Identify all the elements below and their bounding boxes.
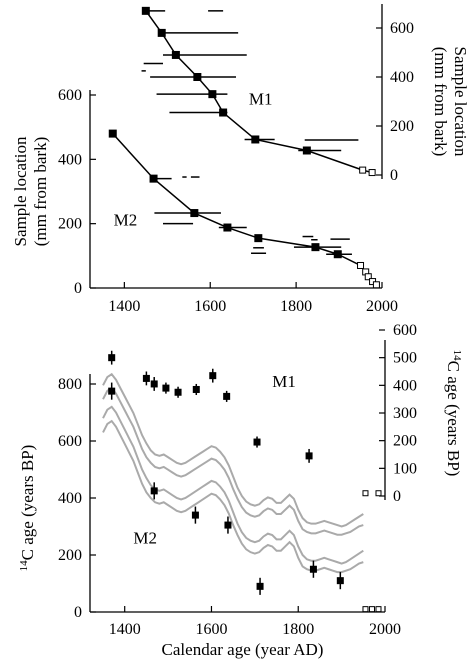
top-point-m1: [302, 146, 311, 155]
bottom-right-tick-label: 400: [393, 377, 417, 394]
top-point-m2: [223, 223, 232, 232]
bottom-point-m1: [305, 452, 313, 460]
top-right-tick-label: 200: [390, 118, 414, 135]
top-point-m1: [251, 135, 260, 144]
bottom-right-tick-label: 300: [393, 405, 417, 422]
top-left-tick-label: 400: [58, 151, 82, 168]
bottom-right-axis-label-text: C age (years BP): [444, 361, 463, 477]
calibration-curve-upper-m2: [102, 405, 364, 565]
top-panel: 0 200 400 600 0 200 400 600 1400 1600 1800 2000 Samp…: [11, 4, 470, 315]
bottom-right-tick-label: 500: [393, 350, 417, 367]
top-line-m1: [145, 10, 373, 174]
bottom-x-tick-label: 1400: [109, 621, 141, 638]
bottom-annotation-m2: M2: [133, 529, 157, 548]
top-point-m2: [254, 234, 263, 243]
top-point-m2: [372, 281, 380, 289]
top-point-m2: [190, 209, 199, 218]
top-right-axis-label-line1: Sample location: [451, 46, 470, 157]
top-annotation-m1: M1: [249, 90, 273, 109]
bottom-point-m2: [368, 606, 375, 613]
top-right-axis-label-line2: (mm from bark): [431, 47, 450, 157]
bottom-right-tick-label: 100: [393, 460, 417, 477]
bottom-x-tick-label: 2000: [369, 621, 401, 638]
bottom-point-m1: [142, 374, 150, 382]
calibration-curve-lower-m1: [102, 386, 364, 536]
top-x-tick-label: 2000: [366, 298, 398, 315]
top-point-m1: [368, 169, 376, 177]
top-left-axis-label: Sample location(mm from bark): [11, 136, 50, 247]
top-left-axis-label-line1: Sample location: [11, 136, 30, 247]
bottom-point-m1: [253, 438, 261, 446]
top-point-m2: [149, 174, 158, 183]
bottom-point-m1: [108, 354, 116, 362]
bottom-left-tick-label: 800: [58, 376, 82, 393]
top-x-tick-label: 1400: [108, 298, 140, 315]
bottom-right-axis-label: 14C age (years BP): [444, 350, 463, 477]
bottom-left-axis-label-superscript: 14: [18, 560, 30, 572]
bottom-point-m1: [174, 388, 182, 396]
top-point-m1: [171, 50, 180, 59]
top-point-m1: [157, 28, 166, 37]
top-right-axis-label: Sample location(mm from bark): [431, 46, 470, 157]
bottom-point-m2: [191, 511, 199, 519]
bottom-point-m2: [362, 606, 369, 613]
bottom-point-m2: [224, 521, 232, 529]
top-right-tick-label: 400: [390, 69, 414, 86]
top-x-tick-label: 1800: [280, 298, 312, 315]
top-x-tick-label: 1600: [194, 298, 226, 315]
bottom-point-m1: [162, 384, 170, 392]
top-left-tick-label: 600: [58, 87, 82, 104]
bottom-left-tick-label: 600: [58, 433, 82, 450]
top-point-m1: [359, 166, 367, 174]
top-annotation-m2: M2: [114, 210, 138, 229]
top-point-m2: [357, 261, 365, 269]
bottom-point-m1: [362, 490, 369, 497]
bottom-point-m1: [192, 385, 200, 393]
bottom-right-tick-label: 200: [393, 433, 417, 450]
top-point-m2: [311, 243, 320, 252]
bottom-point-m2: [256, 582, 264, 590]
top-point-m2: [108, 129, 117, 138]
calibration-curve-upper-m1: [102, 372, 364, 528]
top-point-m1: [219, 108, 228, 117]
bottom-point-m1: [209, 372, 217, 380]
bottom-point-m2: [375, 606, 382, 613]
bottom-point-m2: [108, 387, 116, 395]
top-left-axis-label-line2: (mm from bark): [31, 137, 50, 247]
top-left-tick-label: 200: [58, 216, 82, 233]
bottom-left-axis-label: 14C age (years BP): [18, 445, 37, 572]
top-point-m2: [364, 273, 372, 281]
bottom-point-m1: [375, 490, 382, 497]
bottom-point-m2: [336, 577, 344, 585]
bottom-point-m1: [223, 392, 231, 400]
bottom-point-m2: [309, 565, 317, 573]
top-point-m2: [333, 250, 342, 259]
top-point-m1: [208, 90, 217, 99]
bottom-point-m2: [150, 487, 158, 495]
bottom-right-tick-label: 0: [393, 488, 401, 505]
top-line-m2: [112, 133, 377, 286]
bottom-x-tick-label: 1600: [195, 621, 227, 638]
top-left-tick-label: 0: [74, 280, 82, 297]
bottom-left-tick-label: 200: [58, 547, 82, 564]
bottom-x-tick-label: 1800: [282, 621, 314, 638]
bottom-left-tick-label: 0: [74, 604, 82, 621]
bottom-left-axis-label-text: C age (years BP): [18, 445, 37, 561]
bottom-x-axis-label: Calendar age (year AD): [162, 640, 324, 659]
bottom-panel: 0 200 400 600 800 0 100 200 300 400 500 600 1400 1600…: [18, 322, 463, 659]
top-point-m1: [141, 6, 150, 15]
bottom-right-tick-label: 600: [393, 322, 417, 339]
top-point-m1: [193, 73, 202, 81]
bottom-right-axis-label-superscript: 14: [451, 350, 463, 362]
bottom-annotation-m1: M1: [272, 372, 296, 391]
bottom-left-tick-label: 400: [58, 490, 82, 507]
calibration-curve-lower-m2: [102, 419, 364, 574]
bottom-point-m1: [150, 380, 158, 388]
top-right-tick-label: 0: [390, 167, 398, 184]
top-right-tick-label: 600: [390, 20, 414, 37]
